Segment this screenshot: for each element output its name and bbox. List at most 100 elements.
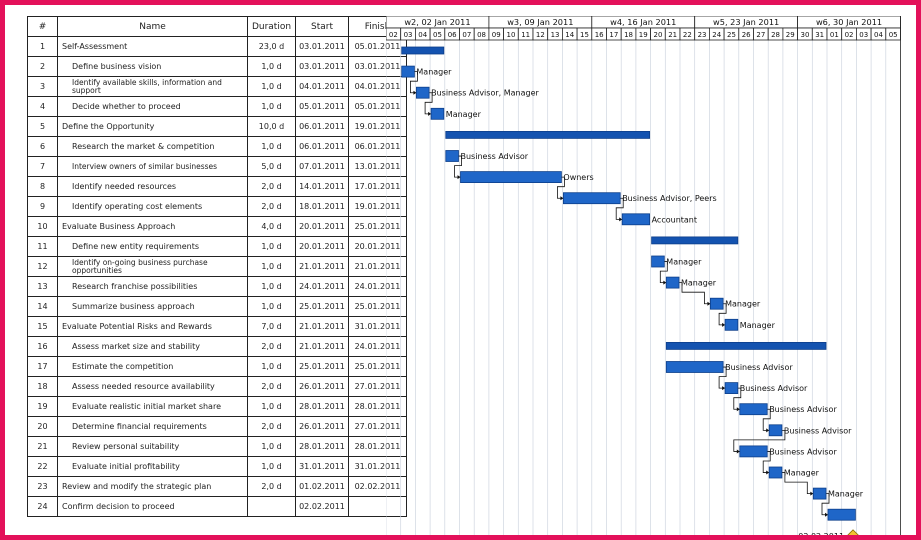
column-header-num[interactable]: # [27,16,58,37]
day-label: 06 [448,31,457,39]
task-duration-cell: 1,0 d [247,76,296,97]
task-name-cell: Define business vision [57,56,248,77]
task-num-cell: 17 [27,356,58,377]
task-bar[interactable] [415,86,430,99]
table-row[interactable]: 11 Define new entity requirements 1,0 d 20.… [27,236,407,257]
table-row[interactable]: 7 Interview owners of similar businesses 5… [27,156,407,177]
day-label: 03 [404,31,413,39]
task-duration-cell: 1,0 d [247,136,296,157]
table-row[interactable]: 5 Define the Opportunity 10,0 d 06.01.2011 1… [27,116,407,137]
task-duration-cell: 1,0 d [247,296,296,317]
task-start-cell: 07.01.2011 [295,156,349,177]
day-label: 23 [698,31,707,39]
dependency-connector [718,366,727,389]
week-label: w2, 02 Jan 2011 [404,17,470,27]
gantt-svg: w2, 02 Jan 2011 w3, 09 Jan 2011 w4, 16 Jan… [386,16,901,540]
dependency-arrowhead [736,449,740,454]
task-num-cell: 13 [27,276,58,297]
table-row[interactable]: 12 Identify on-going business purchase op… [27,256,407,277]
summary-bar[interactable] [651,236,739,245]
task-bar[interactable] [430,107,445,120]
task-bar[interactable] [665,276,680,289]
task-bar-label: Manager [740,321,776,330]
day-label: 08 [477,31,486,39]
day-label: 05 [889,31,898,39]
task-bar[interactable] [724,318,739,331]
task-num-cell: 20 [27,416,58,437]
task-num-cell: 11 [27,236,58,257]
task-bar[interactable] [768,466,783,479]
task-num-cell: 12 [27,256,58,277]
task-table-header: # Name Duration Start Finish [27,16,407,37]
column-header-start[interactable]: Start [295,16,349,37]
day-label: 16 [595,31,604,39]
task-bar[interactable] [445,150,459,162]
summary-bar[interactable] [665,341,827,350]
table-row[interactable]: 17 Estimate the competition 1,0 d 25.01.201… [27,356,407,377]
dependency-arrowhead [825,512,828,517]
task-name-cell: Evaluate Business Approach [57,216,248,237]
dependency-arrowhead [428,111,432,116]
task-bar[interactable] [562,192,621,205]
task-bar[interactable] [665,361,724,373]
task-bar[interactable] [724,382,739,395]
table-row[interactable]: 2 Define business vision 1,0 d 03.01.2011 03… [27,56,407,77]
task-bar-label: Manager [784,469,820,478]
week-label: w4, 16 Jan 2011 [610,17,676,27]
table-row[interactable]: 23 Review and modify the strategic plan 2,… [27,476,407,497]
task-bar[interactable] [739,445,768,458]
table-row[interactable]: 14 Summarize business approach 1,0 d 25.01.… [27,296,407,317]
task-bar[interactable] [401,65,415,78]
table-row[interactable]: 19 Evaluate realistic initial market shar… [27,396,407,417]
day-label: 07 [462,31,471,39]
task-finish-cell: 27.01.2011 [348,416,407,437]
column-header-name[interactable]: Name [57,16,248,37]
task-duration-cell: 23,0 d [247,36,296,57]
table-row[interactable]: 21 Review personal suitability 1,0 d 28.01.… [27,436,407,457]
task-bar[interactable] [768,424,783,437]
table-row[interactable]: 18 Assess needed resource availability 2,0… [27,376,407,397]
task-bar[interactable] [460,171,562,184]
day-label: 29 [786,31,795,39]
task-bar[interactable] [739,403,768,416]
task-bar[interactable] [812,487,827,500]
task-start-cell: 24.01.2011 [295,276,349,297]
task-start-cell: 06.01.2011 [295,136,349,157]
day-label: 11 [521,31,530,39]
table-row[interactable]: 15 Evaluate Potential Risks and Rewards 7,… [27,316,407,337]
task-start-cell: 03.01.2011 [295,56,349,77]
task-bar[interactable] [651,255,665,268]
day-label: 18 [624,31,633,39]
summary-bar[interactable] [445,131,651,139]
dependency-arrowhead [707,301,711,306]
task-start-cell: 18.01.2011 [295,196,349,217]
task-start-cell: 20.01.2011 [295,236,349,257]
task-bar[interactable] [709,297,724,310]
day-label: 14 [565,31,574,39]
task-bar[interactable] [621,213,650,226]
task-num-cell: 5 [27,116,58,137]
table-row[interactable]: 8 Identify needed resources 2,0 d 14.01.201… [27,176,407,197]
table-row[interactable]: 24 Confirm decision to proceed 02.02.2011 [27,496,407,517]
table-row[interactable]: 4 Decide whether to proceed 1,0 d 05.01.201… [27,96,407,117]
task-duration-cell: 2,0 d [247,376,296,397]
day-label: 19 [639,31,648,39]
week-label: w3, 09 Jan 2011 [507,17,573,27]
task-duration-cell: 1,0 d [247,356,296,377]
table-row[interactable]: 9 Identify operating cost elements 2,0 d 18… [27,196,407,217]
table-row[interactable]: 22 Evaluate initial profitability 1,0 d 31.… [27,456,407,477]
table-row[interactable]: 1 Self-Assessment 23,0 d 03.01.2011 05.01.20… [27,36,407,57]
day-label: 21 [668,31,677,39]
table-row[interactable]: 3 Identify available skills, information … [27,76,407,97]
task-bar-label: Business Advisor [784,426,852,435]
table-row[interactable]: 10 Evaluate Business Approach 4,0 d 20.01.2… [27,216,407,237]
summary-bar[interactable] [401,46,445,55]
milestone-diamond[interactable] [847,529,859,540]
task-num-cell: 15 [27,316,58,337]
task-bar[interactable] [827,508,856,521]
column-header-duration[interactable]: Duration [247,16,296,37]
